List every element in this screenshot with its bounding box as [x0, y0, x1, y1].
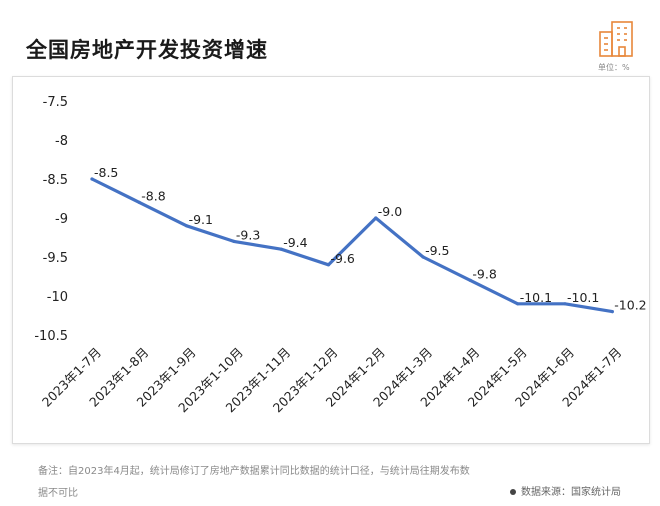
unit-label: 单位：% — [598, 63, 630, 72]
data-point — [421, 255, 425, 259]
data-point — [374, 216, 378, 220]
data-point — [326, 263, 331, 267]
data-label: -8.5 — [94, 165, 118, 180]
data-point — [610, 310, 614, 314]
data-label: -9.8 — [472, 266, 496, 281]
data-label: -9.1 — [189, 212, 213, 227]
data-point — [279, 247, 283, 251]
bullet-icon — [510, 489, 516, 495]
y-tick-label: -7.5 — [43, 95, 68, 110]
y-tick-label: -10.5 — [34, 329, 68, 344]
building-logo-icon — [599, 21, 633, 57]
y-tick-label: -9 — [55, 212, 68, 227]
data-label: -9.6 — [331, 251, 355, 266]
y-tick-label: -9.5 — [43, 251, 68, 266]
data-point — [563, 302, 567, 306]
data-label: -10.2 — [614, 298, 646, 313]
data-label: -8.8 — [141, 188, 165, 203]
data-point — [516, 302, 520, 306]
data-label: -9.4 — [283, 235, 307, 250]
data-point — [90, 177, 94, 181]
data-label: -10.1 — [567, 290, 599, 305]
page-title: 全国房地产开发投资增速 — [26, 38, 268, 62]
line-chart: -7.5-8-8.5-9-9.5-10-10.52023年1-7月2023年1-… — [34, 95, 646, 415]
data-label: -9.5 — [425, 243, 449, 258]
data-point — [468, 278, 472, 282]
data-source-text: 数据来源：国家统计局 — [521, 487, 621, 498]
y-tick-label: -10 — [47, 290, 68, 305]
data-label: -10.1 — [520, 290, 552, 305]
data-point — [232, 239, 236, 243]
footnote: 备注：自2023年4月起，统计局修订了房地产数据累计同比数据的统计口径，与统计局… — [38, 466, 470, 499]
data-point — [185, 224, 189, 228]
data-point — [137, 200, 141, 204]
chart-panel — [12, 76, 650, 444]
data-label: -9.3 — [236, 227, 260, 242]
series-line — [90, 177, 614, 314]
y-tick-label: -8.5 — [43, 173, 68, 188]
data-source: 数据来源：国家统计局 — [510, 483, 621, 498]
y-tick-label: -8 — [55, 134, 68, 149]
data-label: -9.0 — [378, 204, 402, 219]
